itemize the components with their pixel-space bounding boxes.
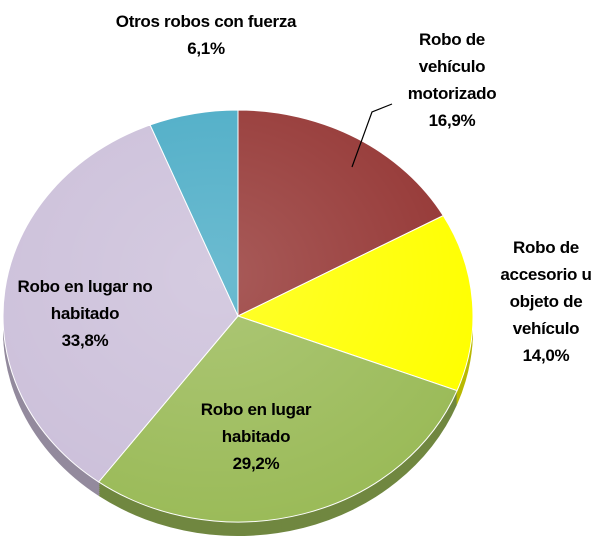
slice-label: Robo de vehículo motorizado 16,9%	[392, 26, 512, 134]
leader-line	[351, 103, 393, 168]
value-label: 29,2%	[232, 454, 280, 473]
slice-label: Robo en lugar no habitado 33,8%	[8, 273, 162, 354]
category-label: Robo en lugar no habitado	[17, 277, 153, 323]
value-label: 6,1%	[187, 39, 225, 58]
category-label: Robo de vehículo motorizado	[407, 30, 497, 103]
value-label: 16,9%	[428, 111, 476, 130]
category-label: Otros robos con fuerza	[115, 12, 297, 31]
pie-shine	[3, 110, 473, 522]
slice-label: Robo de accesorio u objeto de vehículo 14…	[488, 234, 604, 369]
category-label: Robo de accesorio u objeto de vehículo	[500, 238, 592, 338]
value-label: 33,8%	[61, 331, 109, 350]
slice-label: Otros robos con fuerza 6,1%	[108, 8, 304, 62]
category-label: Robo en lugar habitado	[200, 400, 312, 446]
slice-label: Robo en lugar habitado 29,2%	[170, 396, 342, 477]
value-label: 14,0%	[522, 346, 570, 365]
